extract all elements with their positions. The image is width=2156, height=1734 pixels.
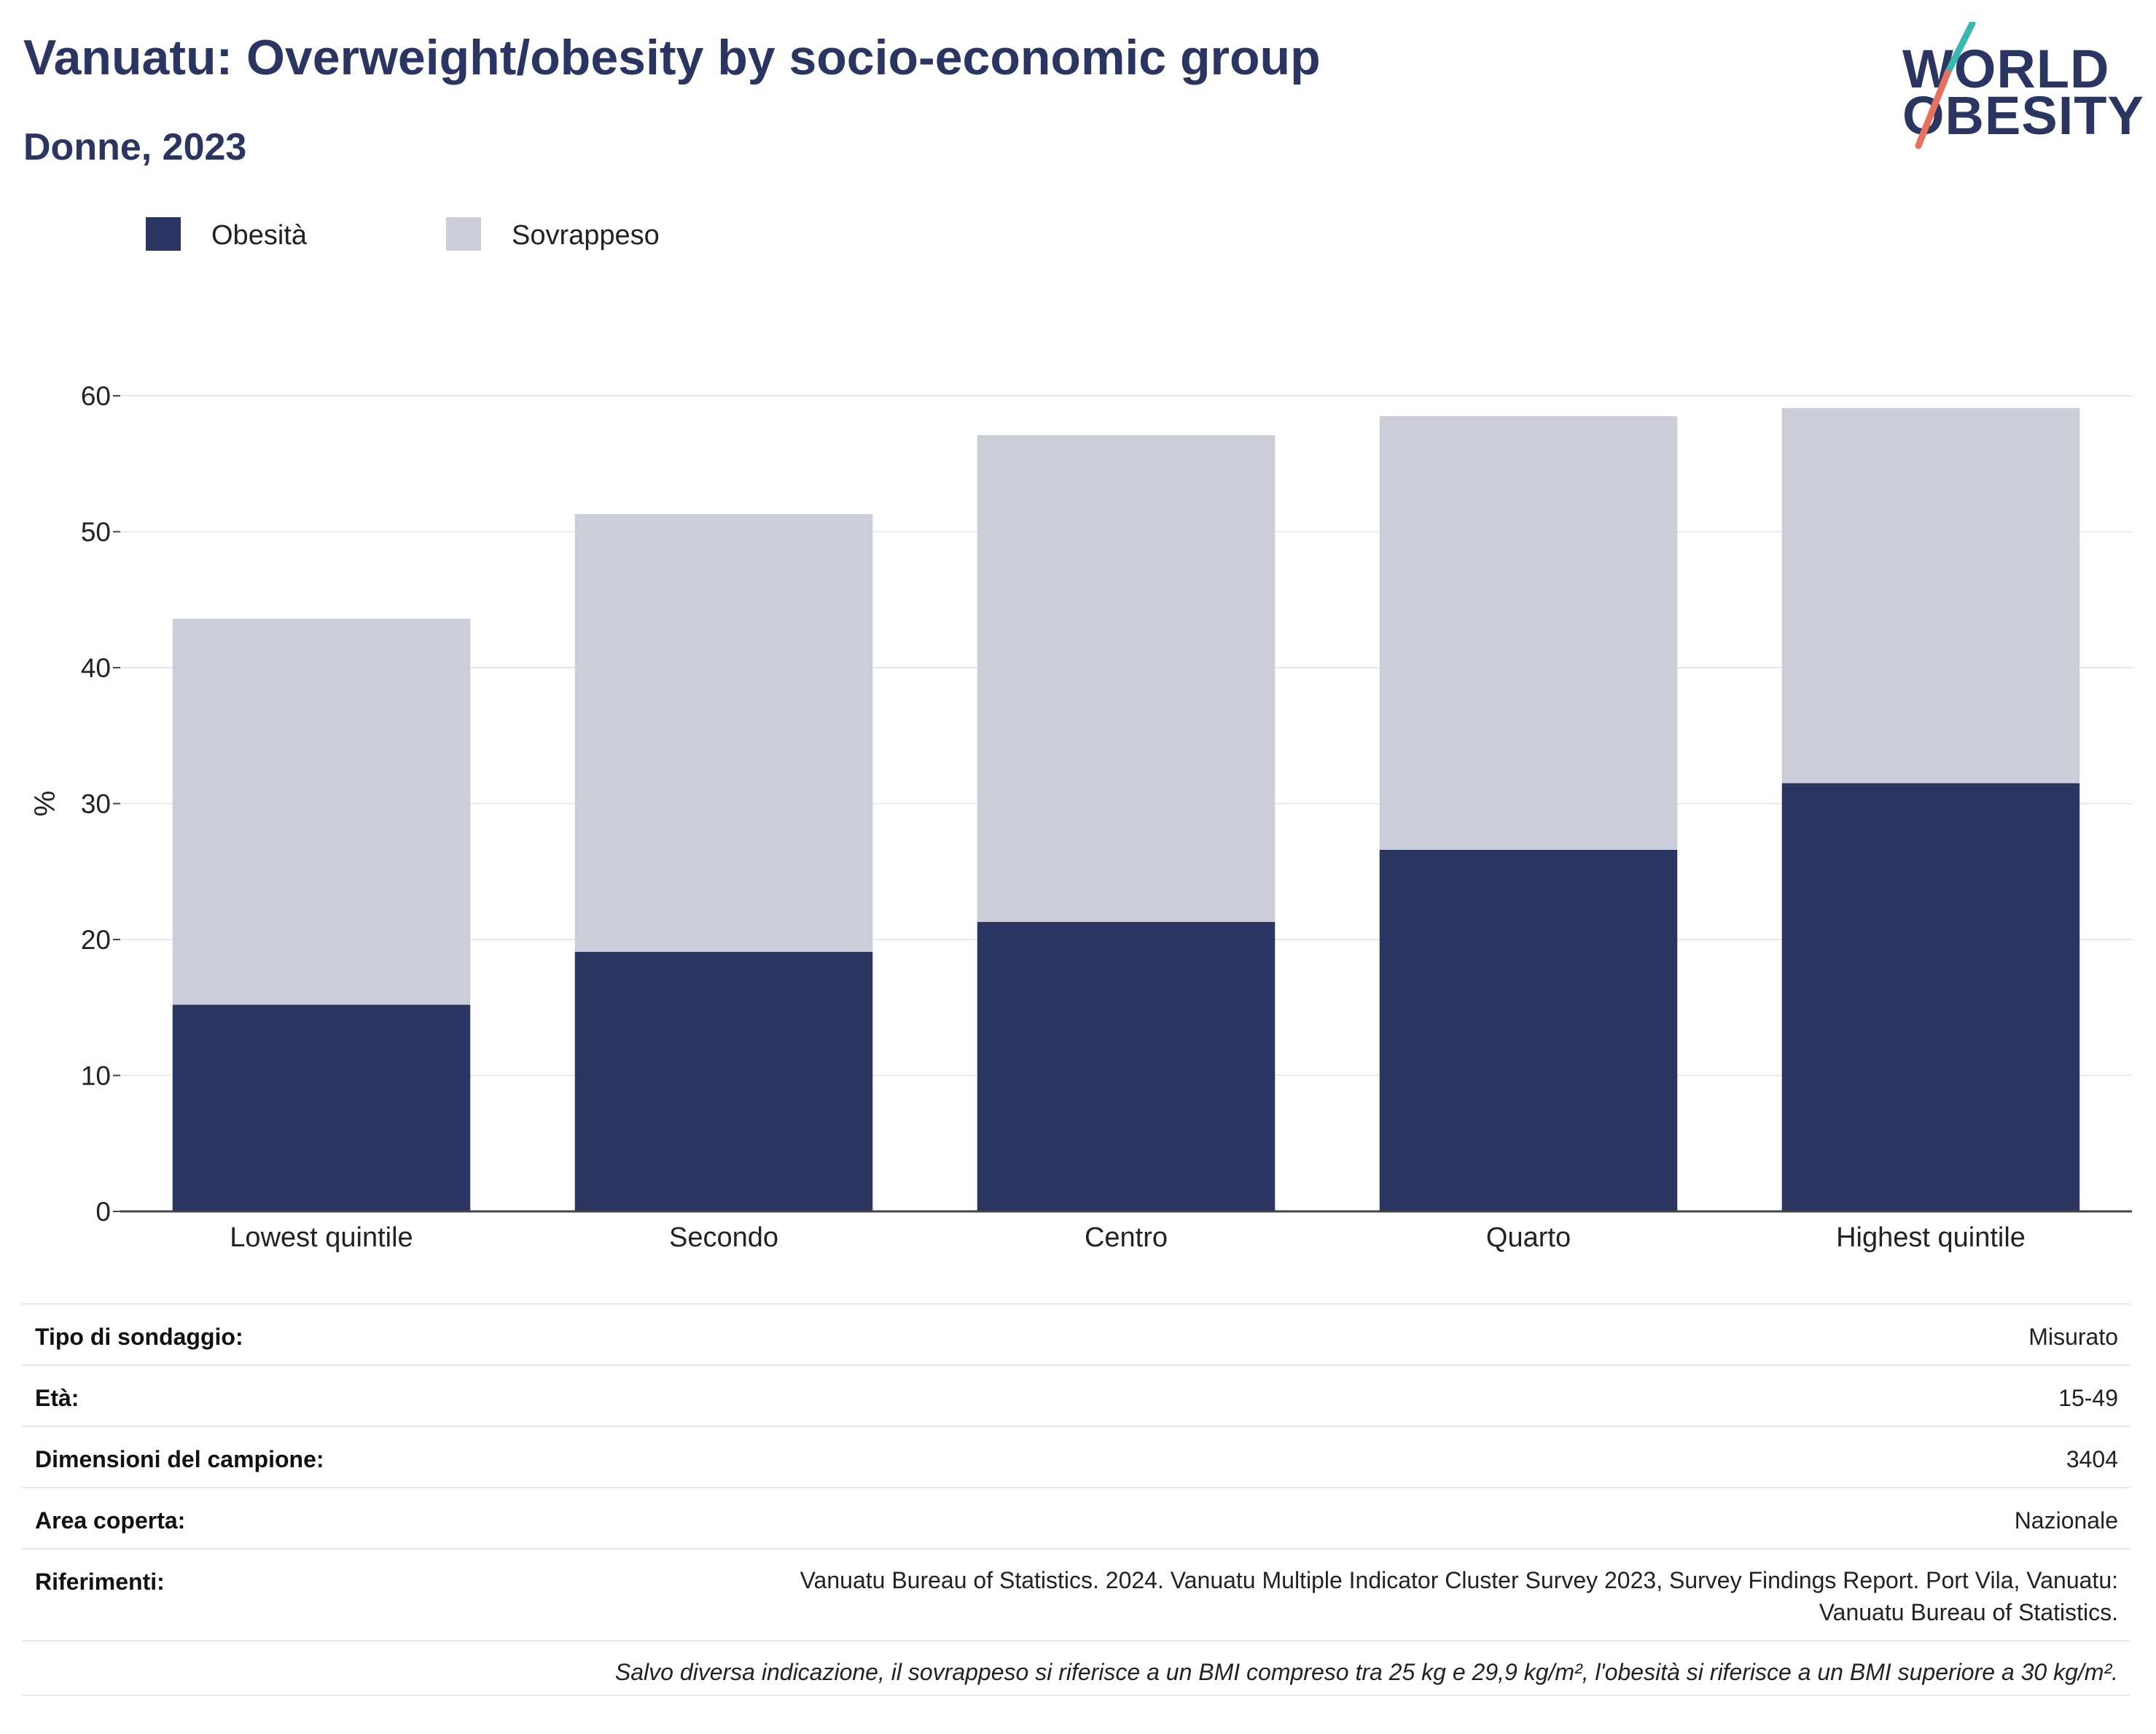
bar-overweight [172,618,471,1005]
info-label-sample-size: Dimensioni del campione: [35,1446,324,1472]
reference-line-1: Vanuatu Bureau of Statistics. 2024. Vanu… [800,1567,2118,1593]
info-value-age: 15-49 [2058,1385,2118,1411]
legend-swatch-overweight [446,217,481,251]
x-tick-label: Secondo [669,1222,778,1253]
chart-subtitle: Donne, 2023 [23,126,247,168]
info-value-area: Nazionale [2014,1507,2118,1534]
y-tick-label: 20 [81,925,111,955]
bar-obesity [172,1004,471,1211]
legend-label-obesity: Obesità [211,220,307,251]
x-tick-label: Highest quintile [1836,1222,2026,1253]
info-label-references: Riferimenti: [35,1569,165,1595]
info-label-survey-type: Tipo di sondaggio: [35,1324,243,1350]
x-tick-label: Quarto [1486,1222,1571,1253]
info-row-age: Età: 15-49 [22,1364,2130,1426]
y-tick-label: 40 [81,653,111,683]
info-row-sample-size: Dimensioni del campione: 3404 [22,1426,2130,1487]
info-label-age: Età: [35,1385,79,1411]
chart-title: Vanuatu: Overweight/obesity by socio-eco… [23,30,1321,85]
bar-obesity [574,951,873,1211]
info-row-note: Salvo diversa indicazione, il sovrappeso… [22,1640,2130,1701]
info-row-survey-type: Tipo di sondaggio: Misurato [22,1303,2130,1364]
logo-slash-icon [1915,22,1976,149]
y-tick-label: 50 [81,518,111,547]
bar-obesity [977,921,1276,1211]
legend-swatch-obesity [146,217,181,251]
bar-overweight [574,514,873,952]
logo-line-2: OBESITY [1902,85,2144,146]
legend-label-overweight: Sovrappeso [512,220,660,251]
definition-note: Salvo diversa indicazione, il sovrappeso… [614,1659,2118,1685]
info-label-area: Area coperta: [35,1507,186,1534]
info-value-survey-type: Misurato [2028,1324,2118,1350]
logo-line-1: WORLD [1902,39,2110,99]
y-tick-label: 30 [81,789,111,819]
bar-obesity [1379,849,1678,1211]
x-tick-label: Lowest quintile [230,1222,413,1253]
bar-overweight [1781,407,2080,784]
bar-overweight [1379,415,1678,850]
table-bottom-divider [22,1695,2130,1696]
y-axis-label: % [29,791,61,817]
stacked-bar-chart: 0 10 20 30 40 50 60% Lowest quintile Secondo Cent… [29,381,2132,1253]
world-obesity-logo: WORLD OBESITY [1902,22,2144,153]
bar-overweight [977,435,1276,922]
info-value-references: Vanuatu Bureau of Statistics. 2024. Vanu… [800,1564,2118,1628]
x-tick-label: Centro [1085,1222,1168,1253]
y-tick-label: 0 [95,1197,111,1227]
reference-line-2: Vanuatu Bureau of Statistics. [1819,1599,2118,1625]
info-row-area: Area coperta: Nazionale [22,1487,2130,1548]
bar-obesity [1781,783,2080,1211]
y-tick-label: 10 [81,1061,111,1091]
info-value-sample-size: 3404 [2066,1446,2118,1472]
survey-info-table: Tipo di sondaggio: Misurato Età: 15-49 D… [22,1303,2130,1701]
y-tick-label: 60 [81,381,111,411]
info-row-references: Riferimenti: Vanuatu Bureau of Statistic… [22,1548,2130,1640]
